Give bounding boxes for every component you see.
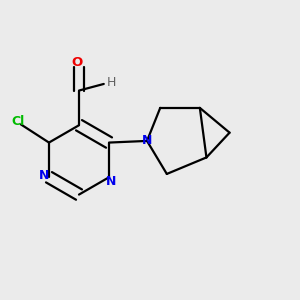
Text: N: N — [106, 175, 116, 188]
Text: O: O — [72, 56, 83, 69]
Text: H: H — [106, 76, 116, 89]
Text: N: N — [38, 169, 49, 182]
Text: N: N — [142, 134, 152, 147]
Text: Cl: Cl — [12, 115, 25, 128]
